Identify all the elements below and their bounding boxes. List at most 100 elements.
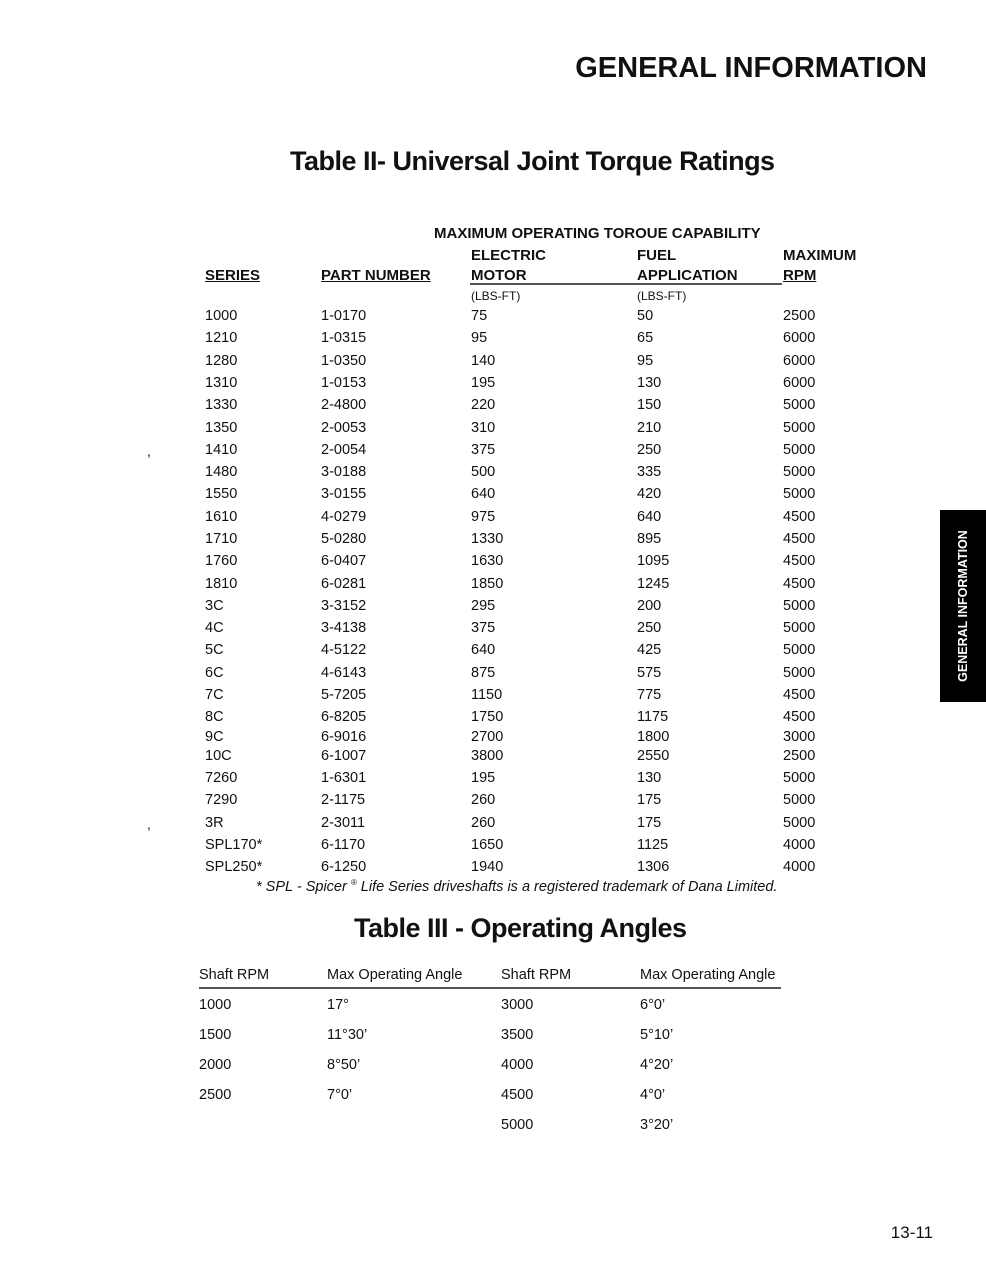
cell-part-number: 6-1007 bbox=[321, 748, 367, 764]
cell-electric-motor: 3800 bbox=[471, 748, 504, 764]
cell-electric-motor: 220 bbox=[471, 397, 496, 413]
cell-electric-motor: 95 bbox=[471, 330, 488, 346]
cell-max-rpm: 4000 bbox=[783, 837, 816, 853]
cell-max-rpm: 4000 bbox=[783, 859, 816, 875]
cell-shaft-rpm: 4000 bbox=[501, 1057, 534, 1073]
page-number: 13-11 bbox=[890, 1223, 933, 1242]
cell-part-number: 2-3011 bbox=[321, 815, 366, 831]
cell-shaft-rpm: 4500 bbox=[501, 1087, 534, 1103]
footnote-text: Life Series driveshafts is a registered … bbox=[356, 878, 778, 895]
cell-series: 3C bbox=[205, 598, 224, 614]
cell-max-rpm: 5000 bbox=[783, 665, 816, 681]
cell-electric-motor: 500 bbox=[471, 464, 496, 480]
cell-electric-motor: 375 bbox=[471, 620, 496, 636]
section-title: GENERAL INFORMATION bbox=[575, 52, 927, 84]
cell-max-rpm: 6000 bbox=[783, 330, 816, 346]
cell-shaft-rpm: 3500 bbox=[501, 1027, 534, 1043]
cell-part-number: 3-0155 bbox=[321, 486, 367, 502]
cell-shaft-rpm: 1500 bbox=[199, 1027, 232, 1043]
cell-part-number: 1-0153 bbox=[321, 375, 367, 391]
cell-max-rpm: 5000 bbox=[783, 642, 816, 658]
header-rpm: RPM bbox=[783, 267, 817, 284]
cell-part-number: 6-0281 bbox=[321, 576, 367, 592]
cell-series: 5C bbox=[205, 642, 224, 658]
side-tab[interactable]: GENERAL INFORMATION bbox=[940, 510, 986, 702]
cell-max-rpm: 2500 bbox=[783, 748, 816, 764]
cell-max-rpm: 5000 bbox=[783, 815, 816, 831]
cell-series: 1000 bbox=[205, 308, 238, 324]
cell-angle: 8°50’ bbox=[327, 1057, 361, 1073]
cell-electric-motor: 1330 bbox=[471, 531, 504, 547]
cell-part-number: 4-0279 bbox=[321, 509, 367, 525]
cell-fuel-application: 335 bbox=[637, 464, 662, 480]
cell-part-number: 1-6301 bbox=[321, 770, 367, 786]
cell-series: 1330 bbox=[205, 397, 238, 413]
cell-angle: 4°20’ bbox=[640, 1057, 674, 1073]
cell-electric-motor: 295 bbox=[471, 598, 496, 614]
cell-fuel-application: 1125 bbox=[637, 837, 669, 853]
cell-fuel-application: 200 bbox=[637, 598, 662, 614]
cell-series: 9C bbox=[205, 729, 224, 745]
cell-max-rpm: 5000 bbox=[783, 620, 816, 636]
cell-max-rpm: 5000 bbox=[783, 792, 816, 808]
cell-part-number: 2-1175 bbox=[321, 792, 366, 808]
cell-fuel-application: 175 bbox=[637, 792, 662, 808]
cell-electric-motor: 75 bbox=[471, 308, 488, 324]
cell-series: 1760 bbox=[205, 553, 238, 569]
cell-max-rpm: 5000 bbox=[783, 397, 816, 413]
cell-fuel-application: 1095 bbox=[637, 553, 670, 569]
cell-electric-motor: 195 bbox=[471, 770, 496, 786]
cell-max-rpm: 4500 bbox=[783, 687, 816, 703]
cell-part-number: 5-7205 bbox=[321, 687, 367, 703]
cell-angle: 5°10’ bbox=[640, 1027, 674, 1043]
cell-part-number: 3-0188 bbox=[321, 464, 367, 480]
t3-header-angle: Max Operating Angle bbox=[327, 967, 463, 983]
cell-series: 1350 bbox=[205, 420, 238, 436]
cell-angle: 11°30’ bbox=[327, 1027, 368, 1043]
electric-unit: (LBS-FT) bbox=[471, 289, 521, 303]
t3-header-rule bbox=[199, 987, 781, 989]
cell-electric-motor: 1850 bbox=[471, 576, 504, 592]
t3-header-angle: Max Operating Angle bbox=[640, 967, 776, 983]
cell-electric-motor: 1630 bbox=[471, 553, 504, 569]
side-tab-label: GENERAL INFORMATION bbox=[956, 530, 970, 682]
cell-electric-motor: 1750 bbox=[471, 709, 504, 725]
cell-series: 10C bbox=[205, 748, 232, 764]
cell-part-number: 1-0170 bbox=[321, 308, 367, 324]
table3-title: Table III - Operating Angles bbox=[354, 913, 687, 943]
cell-fuel-application: 420 bbox=[637, 486, 662, 502]
cell-part-number: 6-1170 bbox=[321, 837, 366, 853]
cell-series: 1210 bbox=[205, 330, 238, 346]
cell-fuel-application: 575 bbox=[637, 665, 662, 681]
cell-electric-motor: 640 bbox=[471, 486, 496, 502]
cell-electric-motor: 195 bbox=[471, 375, 496, 391]
cell-max-rpm: 4500 bbox=[783, 576, 816, 592]
cell-part-number: 4-5122 bbox=[321, 642, 367, 658]
cell-fuel-application: 175 bbox=[637, 815, 662, 831]
cell-max-rpm: 3000 bbox=[783, 729, 816, 745]
cell-max-rpm: 2500 bbox=[783, 308, 816, 324]
cell-electric-motor: 375 bbox=[471, 442, 496, 458]
cell-series: 4C bbox=[205, 620, 224, 636]
cell-part-number: 6-9016 bbox=[321, 729, 367, 745]
cell-series: 1410 bbox=[205, 442, 238, 458]
header-part-number: PART NUMBER bbox=[321, 267, 431, 284]
cell-fuel-application: 1175 bbox=[637, 709, 669, 725]
cell-angle: 17° bbox=[327, 997, 349, 1013]
cell-electric-motor: 140 bbox=[471, 353, 496, 369]
cell-series: 1610 bbox=[205, 509, 238, 525]
cell-series: 1280 bbox=[205, 353, 238, 369]
cell-series: 3R bbox=[205, 815, 224, 831]
cell-series: 1550 bbox=[205, 486, 238, 502]
cell-part-number: 4-6143 bbox=[321, 665, 367, 681]
header-electric: ELECTRIC bbox=[471, 247, 546, 264]
cell-part-number: 1-0350 bbox=[321, 353, 367, 369]
cell-electric-motor: 1940 bbox=[471, 859, 504, 875]
cell-part-number: 2-0053 bbox=[321, 420, 367, 436]
cell-electric-motor: 640 bbox=[471, 642, 496, 658]
group-header: MAXIMUM OPERATING TOROUE CAPABILITY bbox=[434, 225, 761, 242]
cell-max-rpm: 6000 bbox=[783, 375, 816, 391]
cell-electric-motor: 2700 bbox=[471, 729, 504, 745]
cell-max-rpm: 5000 bbox=[783, 420, 816, 436]
cell-electric-motor: 875 bbox=[471, 665, 496, 681]
